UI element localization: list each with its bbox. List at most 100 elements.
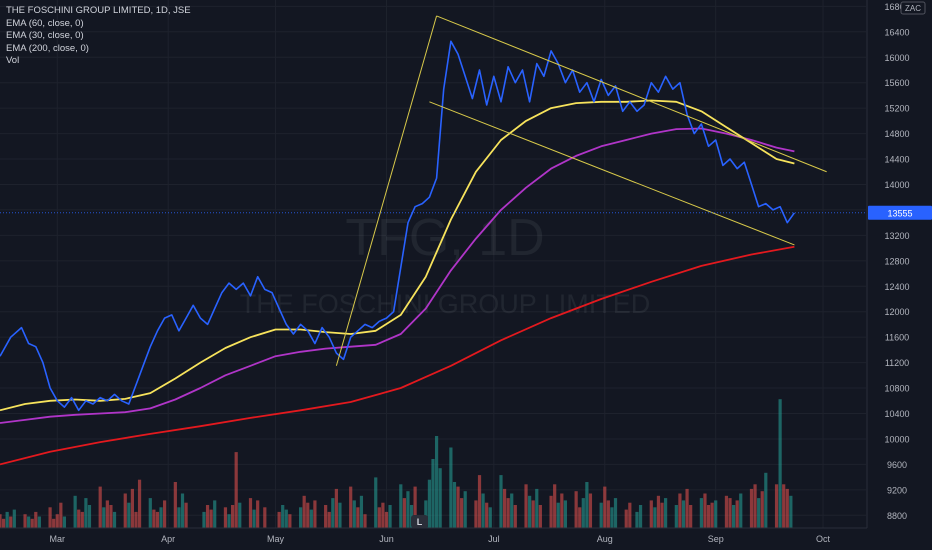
volume-bar bbox=[731, 505, 736, 528]
price-axis[interactable]: 8800 9200 9600 10000 10400 10800 11200 11600 120… bbox=[866, 0, 910, 528]
legend-ema200[interactable]: EMA (200, close, 0) bbox=[6, 42, 89, 54]
price-tick-label: 15200 bbox=[884, 104, 909, 114]
price-tick-label: 11200 bbox=[885, 358, 909, 368]
volume-bar bbox=[599, 502, 603, 528]
volume-logo-icon[interactable]: L bbox=[411, 515, 428, 528]
time-tick-label: Sep bbox=[708, 534, 724, 544]
volume-bar bbox=[699, 498, 703, 528]
volume-bar bbox=[202, 511, 206, 528]
volume-bar bbox=[778, 399, 782, 528]
volume-bar bbox=[84, 498, 88, 528]
volume-bar bbox=[714, 500, 718, 528]
volume-bar bbox=[624, 509, 628, 528]
volume-bar bbox=[23, 514, 27, 528]
volume-bar bbox=[499, 475, 503, 528]
volume-bar bbox=[159, 507, 163, 528]
volume-bar bbox=[80, 511, 84, 528]
volume-bar bbox=[309, 509, 313, 528]
volume-bar bbox=[284, 509, 288, 528]
price-tick-label: 10400 bbox=[884, 409, 909, 419]
volume-bar bbox=[5, 511, 9, 528]
legend-ema30[interactable]: EMA (30, close, 0) bbox=[6, 30, 84, 41]
volume-bar bbox=[753, 484, 757, 528]
volume-bar bbox=[98, 486, 102, 528]
price-tick-label: 10000 bbox=[884, 434, 909, 444]
volume-bar bbox=[438, 468, 442, 528]
volume-bar bbox=[735, 500, 739, 528]
volume-bar bbox=[739, 493, 743, 528]
volume-bar bbox=[205, 505, 210, 528]
volume-bar bbox=[535, 488, 539, 528]
volume-bar bbox=[0, 514, 2, 528]
price-tick-label: 8800 bbox=[887, 511, 907, 521]
price-tick-label: 16800 bbox=[884, 2, 909, 12]
volume-bar bbox=[685, 488, 689, 528]
volume-bar bbox=[678, 493, 682, 528]
chart-title[interactable]: THE FOSCHINI GROUP LIMITED, 1D, JSE bbox=[6, 5, 191, 16]
volume-bar bbox=[87, 505, 92, 528]
volume-bar bbox=[73, 495, 77, 528]
volume-bar bbox=[427, 479, 432, 528]
legend-ema60[interactable]: EMA (60, close, 0) bbox=[6, 17, 84, 29]
volume-bar bbox=[134, 511, 138, 528]
volume-bar bbox=[9, 516, 13, 528]
volume-bar bbox=[510, 493, 514, 528]
volume-bar bbox=[349, 486, 353, 528]
volume-bar bbox=[184, 502, 188, 528]
volume-bar bbox=[155, 511, 160, 528]
legend-vol[interactable]: Vol bbox=[6, 55, 20, 66]
volume-bar bbox=[463, 491, 467, 528]
trendline bbox=[335, 15, 438, 366]
volume-bar bbox=[238, 502, 242, 528]
volume-bar bbox=[785, 488, 789, 528]
price-tick-label: 9600 bbox=[887, 460, 907, 470]
price-and-ema-lines bbox=[0, 40, 796, 466]
volume-bar bbox=[234, 452, 238, 528]
volume-bars bbox=[0, 399, 793, 528]
volume-bar bbox=[62, 516, 67, 528]
volume-bar bbox=[681, 500, 686, 528]
volume-bar bbox=[324, 505, 328, 528]
price-tick-label: 14000 bbox=[884, 180, 909, 190]
price-tick-label: 12000 bbox=[884, 307, 909, 317]
time-tick-label: Apr bbox=[161, 534, 175, 544]
volume-bar bbox=[327, 511, 331, 528]
volume-bar bbox=[628, 502, 632, 528]
time-axis[interactable]: Mar Apr May Jun Jul Aug Sep Oct bbox=[0, 527, 867, 544]
volume-bar bbox=[460, 498, 464, 528]
volume-bar bbox=[227, 514, 231, 528]
volume-bar bbox=[48, 507, 52, 528]
volume-bar bbox=[728, 498, 732, 528]
volume-bar bbox=[298, 507, 303, 528]
volume-bar bbox=[581, 498, 585, 528]
svg-text:ZAC: ZAC bbox=[905, 4, 921, 13]
volume-bar bbox=[112, 511, 117, 528]
volume-bar bbox=[578, 507, 582, 528]
volume-bar bbox=[52, 518, 56, 528]
volume-bar bbox=[528, 495, 532, 528]
volume-bar bbox=[638, 505, 643, 528]
volume-bar bbox=[37, 516, 41, 528]
volume-bar bbox=[363, 514, 367, 528]
volume-bar bbox=[635, 511, 639, 528]
volume-bar bbox=[177, 507, 181, 528]
volume-bar bbox=[384, 511, 389, 528]
volume-bar bbox=[105, 500, 109, 528]
volume-bar bbox=[485, 502, 489, 528]
volume-bar bbox=[513, 505, 517, 528]
volume-bar bbox=[148, 498, 152, 528]
price-tick-label: 12800 bbox=[884, 256, 909, 266]
volume-bar bbox=[424, 500, 428, 528]
trendlines[interactable] bbox=[335, 15, 827, 366]
volume-bar bbox=[760, 491, 764, 528]
volume-bar bbox=[388, 505, 392, 528]
time-tick-label: Mar bbox=[50, 534, 66, 544]
volume-bar bbox=[263, 507, 267, 528]
volume-bar bbox=[660, 502, 664, 528]
volume-bar bbox=[502, 488, 507, 528]
volume-bar bbox=[588, 493, 593, 528]
time-tick-label: Oct bbox=[816, 534, 831, 544]
price-tick-label: 9200 bbox=[887, 485, 907, 495]
volume-bar bbox=[130, 488, 135, 528]
